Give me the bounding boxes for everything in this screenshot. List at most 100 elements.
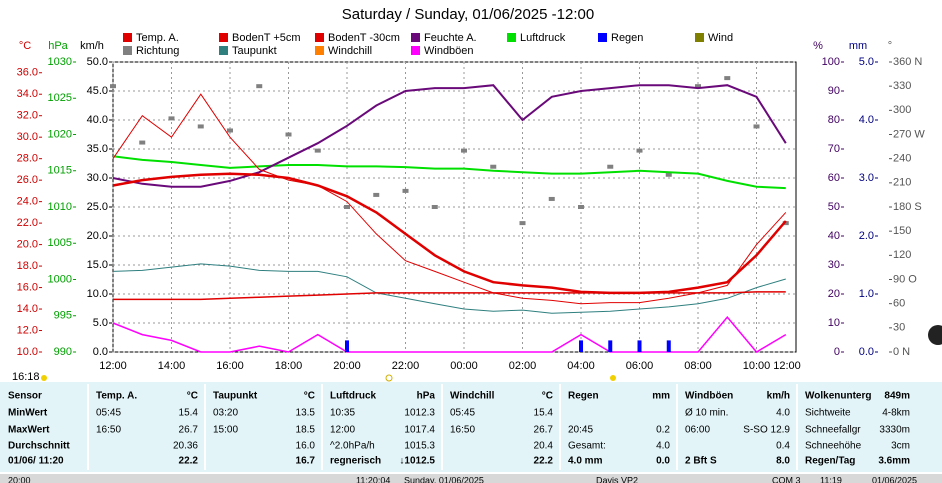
axis-title: mm — [849, 40, 867, 52]
y-tick-label: 0.0 — [93, 346, 108, 358]
y-tick-label: 30.0 — [17, 131, 38, 143]
direction-point — [636, 148, 643, 153]
y-tick-label: 30 — [828, 259, 840, 271]
rain-bar — [666, 340, 671, 352]
y-tick-label: 20 — [828, 288, 840, 300]
y-tick-label: 4.0 — [859, 114, 874, 126]
series-line — [112, 155, 786, 190]
y-tick-label: 100 — [822, 56, 840, 68]
status-text: 11:20:04 — [356, 475, 390, 483]
y-tick-label: 1010 — [48, 201, 72, 213]
table-cell: 4.0 mm — [568, 456, 603, 467]
legend-swatch — [315, 46, 324, 55]
series-line — [112, 316, 787, 353]
x-tick-label: 18:00 — [275, 360, 303, 372]
direction-point — [548, 196, 555, 201]
direction-point — [578, 205, 585, 209]
table-cell: 15.4 — [534, 408, 554, 419]
table-cell: Taupunkt — [213, 391, 258, 402]
legend-label: Temp. A. — [136, 32, 179, 44]
status-text: Davis VP2 — [596, 475, 638, 483]
y-tick-label: 1020 — [48, 128, 72, 140]
table-cell: 0.4 — [776, 441, 790, 452]
table-cell: 22.2 — [534, 456, 554, 467]
table-cell: Windchill — [450, 391, 495, 402]
direction-point — [402, 188, 409, 193]
table-cell: 0.2 — [656, 425, 670, 436]
table-cell: 05:45 — [450, 408, 475, 419]
table-cell: Ø 10 min. — [685, 408, 728, 419]
legend-swatch — [123, 33, 132, 42]
direction-point — [110, 84, 116, 89]
y-tick-label: 10.0 — [17, 346, 38, 358]
table-cell: 22.2 — [179, 456, 199, 467]
rain-bar — [345, 340, 350, 352]
axis-title: ° — [888, 40, 892, 52]
time-marker: 16:18 — [12, 371, 40, 383]
table-cell: 05:45 — [96, 408, 121, 419]
table-cell: °C — [187, 391, 198, 402]
y-tick-label: 20.0 — [87, 230, 108, 242]
y-tick-label: 995 — [54, 310, 72, 322]
table-cell: 1015.3 — [404, 441, 435, 452]
direction-point — [490, 164, 497, 169]
y-tick-label: 90 O — [893, 273, 917, 285]
y-tick-label: 1005 — [48, 237, 72, 249]
y-tick-label: 50 — [828, 201, 840, 213]
table-cell: km/h — [767, 391, 790, 402]
table-cell: 3cm — [891, 441, 910, 452]
table-cell: 01/06/ 11:20 — [8, 456, 64, 467]
direction-point — [227, 128, 234, 133]
x-tick-label: 04:00 — [567, 360, 595, 372]
y-tick-label: 1025 — [48, 92, 72, 104]
table-cell: 18.5 — [296, 425, 316, 436]
y-tick-label: 25.0 — [87, 201, 108, 213]
direction-point — [373, 192, 380, 197]
legend-swatch — [219, 46, 228, 55]
y-tick-label: 5.0 — [859, 56, 874, 68]
y-tick-label: 32.0 — [17, 110, 38, 122]
table-cell: Luftdruck — [330, 391, 377, 402]
y-tick-label: 330 — [893, 80, 911, 92]
y-tick-label: 1.0 — [859, 288, 874, 300]
y-tick-label: 990 — [54, 346, 72, 358]
nav-button[interactable] — [928, 325, 942, 345]
direction-point — [197, 124, 204, 129]
table-cell: 12:00 — [330, 425, 355, 436]
legend-label: BodenT -30cm — [328, 32, 400, 44]
y-tick-label: 300 — [893, 104, 911, 116]
table-cell: Gesamt: — [568, 441, 606, 452]
sun-icon — [41, 375, 47, 381]
table-cell: hPa — [417, 391, 436, 402]
direction-point — [314, 148, 321, 153]
table-cell: Durchschnitt — [8, 441, 70, 452]
status-text: COM 3 — [772, 475, 801, 483]
direction-point — [285, 132, 292, 137]
direction-point — [607, 164, 614, 169]
table-cell: ^2.0hPa/h — [330, 441, 375, 452]
y-tick-label: 1000 — [48, 273, 72, 285]
y-tick-label: 120 — [893, 249, 911, 261]
legend-label: Wind — [708, 32, 733, 44]
legend-label: Feuchte A. — [424, 32, 477, 44]
status-text: 20:00 — [8, 475, 31, 483]
legend-label: BodenT +5cm — [232, 32, 301, 44]
table-cell: 2 Bft S — [685, 456, 717, 467]
chart-title: Saturday / Sunday, 01/06/2025 -12:00 — [342, 6, 594, 23]
direction-point — [256, 84, 263, 89]
direction-point — [782, 221, 789, 226]
table-cell: MinWert — [8, 408, 48, 419]
direction-point — [431, 205, 438, 209]
table-cell: 16:50 — [450, 425, 475, 436]
table-cell: 20.4 — [534, 441, 554, 452]
x-tick-label: 00:00 — [450, 360, 478, 372]
y-tick-label: 180 S — [893, 201, 922, 213]
y-tick-label: 360 N — [893, 56, 922, 68]
x-tick-label: 22:00 — [392, 360, 420, 372]
y-tick-label: 12.0 — [17, 324, 38, 336]
table-panel — [0, 382, 942, 472]
legend-label: Regen — [611, 32, 643, 44]
legend-swatch — [411, 46, 420, 55]
x-tick-label: 12:00 — [99, 360, 127, 372]
y-tick-label: 5.0 — [93, 317, 108, 329]
